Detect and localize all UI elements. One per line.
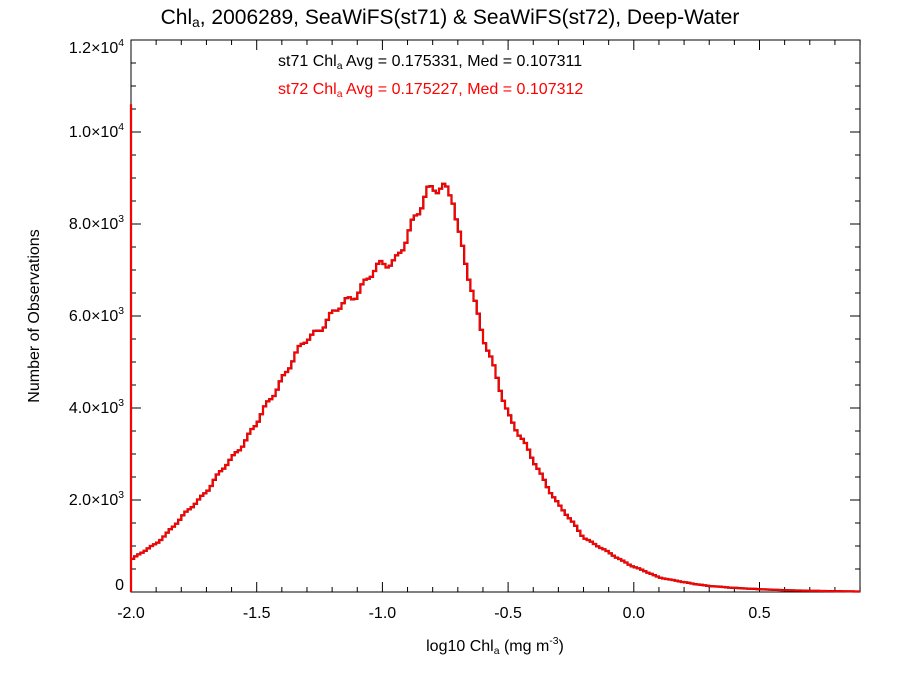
x-axis-label: log10 Chla (mg m-3) [426, 636, 564, 657]
y-tick-label: 0 [115, 577, 124, 594]
x-tick-label: 0.5 [748, 605, 771, 622]
x-tick-label: -2.0 [117, 605, 145, 622]
y-tick-label: 4.0×103 [68, 398, 124, 417]
chart-title: Chla, 2006289, SeaWiFS(st71) & SeaWiFS(s… [160, 6, 740, 30]
tick-marks [130, 39, 861, 593]
y-axis-label: Number of Observations [26, 229, 43, 403]
x-tick-label: 0.0 [622, 605, 645, 622]
annotation-st72: st72 Chla Avg = 0.175227, Med = 0.107312 [278, 81, 584, 100]
y-tick-label: 8.0×103 [68, 214, 124, 233]
x-tick-label: -1.5 [242, 605, 271, 622]
y-tick-label: 6.0×103 [68, 306, 124, 325]
x-tick-label: -1.0 [368, 605, 397, 622]
y-tick-label: 2.0×103 [68, 490, 124, 509]
series-st72-line [130, 104, 861, 593]
y-tick-label: 1.0×104 [68, 122, 124, 141]
x-tick-label: -0.5 [494, 605, 522, 622]
series-layer [129, 104, 861, 593]
annotation-st71: st71 Chla Avg = 0.175331, Med = 0.107311 [278, 53, 583, 72]
y-tick-label: 1.2×104 [68, 38, 124, 57]
plot-frame [130, 39, 861, 593]
series-st71-line [129, 104, 861, 593]
